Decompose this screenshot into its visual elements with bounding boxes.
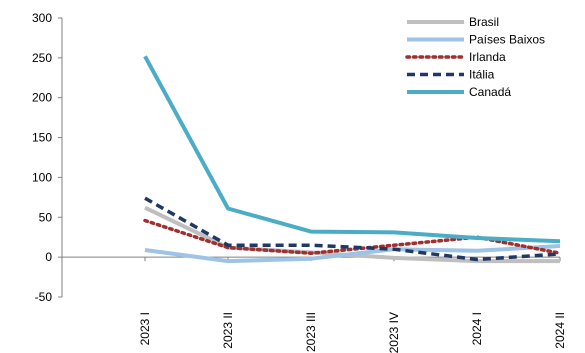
- x-tick-label: 2023 I: [138, 312, 152, 345]
- legend: Brasil Países Baixos Irlanda Itália Canadá: [405, 15, 545, 99]
- y-tick-label: -50: [35, 290, 53, 304]
- x-tick-label: 2023 III: [304, 312, 318, 352]
- series-line: [144, 196, 561, 262]
- series-lines: [143, 55, 562, 264]
- x-tick-label: 2023 II: [221, 312, 235, 349]
- legend-label: Brasil: [469, 15, 499, 29]
- y-tick-label: 100: [32, 170, 52, 184]
- x-tick-label: 2023 IV: [387, 312, 401, 353]
- legend-label: Países Baixos: [469, 33, 545, 47]
- y-tick-label: 200: [32, 91, 52, 105]
- legend-label: Canadá: [469, 85, 511, 99]
- legend-label: Irlanda: [469, 50, 506, 64]
- y-tick-label: 150: [32, 131, 52, 145]
- y-tick-label: 250: [32, 51, 52, 65]
- x-tick-label: 2024 I: [470, 312, 484, 345]
- y-tick-label: 50: [39, 210, 53, 224]
- x-tick-label: 2024 II: [553, 312, 567, 349]
- series-line: [144, 244, 561, 264]
- series-line: [143, 55, 561, 244]
- y-tick-label: 300: [32, 11, 52, 25]
- y-tick-label: 0: [45, 250, 52, 264]
- legend-label: Itália: [469, 68, 495, 82]
